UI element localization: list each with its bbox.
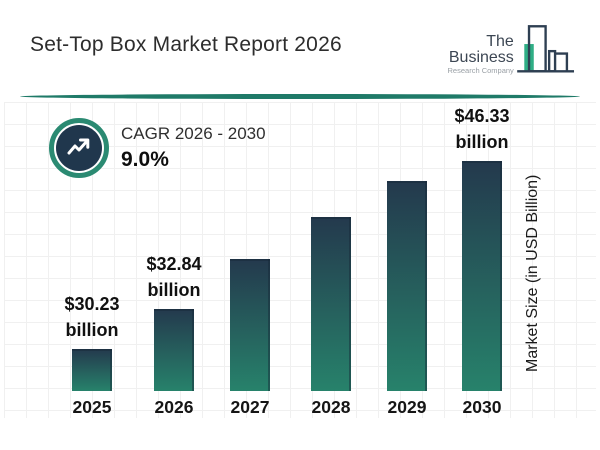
bar-2027 [230, 259, 270, 391]
x-axis-label-2028: 2028 [311, 397, 351, 417]
x-axis-label-2027: 2027 [230, 397, 270, 417]
bar-2025 [72, 349, 112, 391]
cagr-badge-circle [56, 125, 102, 171]
y-axis-label: Market Size (in USD Billion) [524, 174, 541, 372]
divider [20, 94, 580, 99]
bar-2028 [311, 217, 351, 391]
logo-bars-icon [516, 25, 574, 73]
cagr-label: CAGR 2026 - 2030 [121, 124, 266, 143]
bar-2030 [462, 161, 502, 391]
logo-text: The Business Research Company [423, 33, 514, 76]
x-axis-label-2029: 2029 [387, 397, 427, 417]
value-label-2026: $32.84 billion [146, 254, 202, 300]
cagr-value: 9.0% [121, 148, 169, 171]
value-label-2025: $30.23 billion [64, 294, 120, 340]
company-logo: The Business Research Company [423, 20, 575, 76]
logo-subname: Research Company [447, 66, 514, 75]
cagr-badge [49, 118, 109, 178]
trend-arrow-icon [67, 138, 90, 155]
x-axis-label-2026: 2026 [154, 397, 194, 417]
x-axis-label-2025: 2025 [72, 397, 112, 417]
page-title: Set-Top Box Market Report 2026 [30, 33, 342, 56]
value-label-2030: $46.33 billion [454, 106, 510, 152]
bar-2029 [387, 181, 427, 391]
logo-name: The Business [448, 33, 514, 66]
cagr-text: CAGR 2026 - 2030 9.0% [121, 123, 266, 173]
bar-2026 [154, 309, 194, 391]
x-axis-label-2030: 2030 [462, 397, 502, 417]
